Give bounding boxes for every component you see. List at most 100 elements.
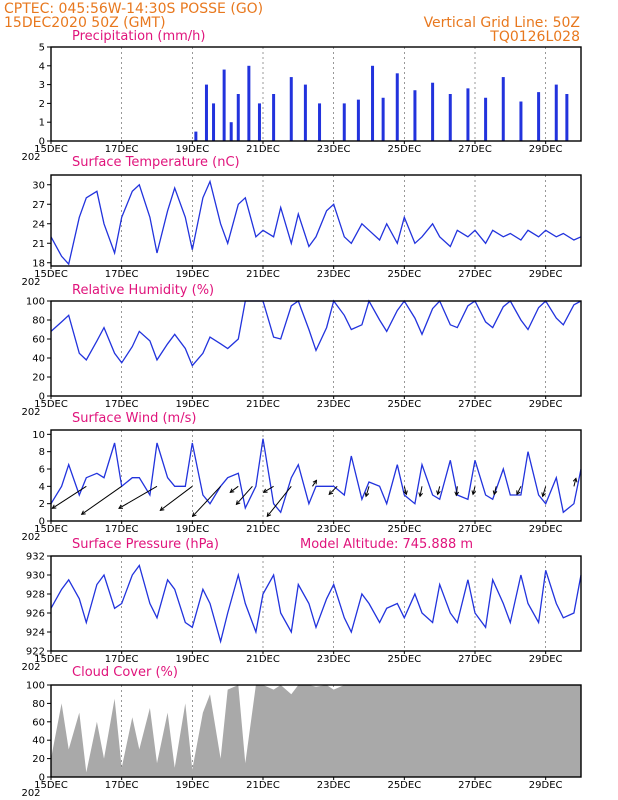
panel-title: Relative Humidity (%)	[72, 283, 214, 298]
panels: 0 1 2 3 4 5 15DEC 17DEC 19DEC 21DEC 23DEC 25DEC 27DE…	[21, 29, 582, 799]
x-tick-label: 17DEC	[105, 780, 139, 791]
panel-title: Surface Wind (m/s)	[72, 411, 196, 426]
x-tick-label: 23DEC	[317, 144, 351, 155]
panel-6: 0 20 40 60 80 100 15DEC 17DEC 19DEC 21DEC 23DEC 25D…	[21, 665, 582, 799]
cloud-cover-area	[51, 685, 581, 777]
wind-arrow	[118, 485, 158, 509]
x-tick-label: 21DEC	[246, 654, 280, 665]
y-tick-label: 100	[26, 681, 45, 692]
precip-bar	[212, 103, 216, 141]
precip-bar	[303, 84, 307, 141]
precip-bar	[236, 94, 240, 141]
header-run-date: 15DEC2020 50Z (GMT)	[4, 15, 166, 31]
wind-arrow-head	[159, 506, 165, 511]
y-tick-label: 4	[39, 482, 45, 493]
y-tick-label: 30	[32, 180, 45, 191]
header-model: TQ0126L028	[489, 29, 580, 45]
wind-arrow-head	[51, 504, 57, 509]
precip-bar	[194, 131, 198, 141]
x-tick-label: 29DEC	[529, 654, 563, 665]
wind-arrow	[419, 486, 423, 497]
panel-frame	[50, 429, 582, 522]
wind-arrow-head	[436, 490, 441, 496]
precip-bar	[519, 101, 523, 141]
y-tick-label: 5	[39, 43, 45, 54]
y-tick-label: 0	[39, 137, 45, 148]
series-line	[50, 564, 582, 645]
x-tick-label: 21DEC	[246, 524, 280, 535]
x-tick-label: 25DEC	[387, 654, 421, 665]
y-tick-label: 60	[32, 717, 45, 728]
x-tick-label: 15DEC	[34, 654, 68, 665]
x-year-label: 202	[21, 407, 40, 418]
wind-arrow	[312, 480, 317, 487]
wind-arrow	[263, 485, 274, 493]
wind-arrow-head	[328, 490, 334, 496]
panel-5: 922 924 926 928 930 932 15DEC 17DEC 19DEC 21DEC 23…	[21, 537, 582, 673]
x-tick-label: 27DEC	[458, 524, 492, 535]
x-tick-label: 21DEC	[246, 144, 280, 155]
panel-title: Surface Pressure (hPa)	[72, 537, 219, 552]
x-tick-label: 15DEC	[34, 144, 68, 155]
y-tick-label: 932	[26, 552, 45, 563]
x-tick-label: 21DEC	[246, 780, 280, 791]
x-tick-label: 29DEC	[529, 269, 563, 280]
precip-bar	[431, 82, 435, 141]
x-tick-label: 23DEC	[317, 524, 351, 535]
precip-bar	[466, 88, 470, 141]
wind-arrow	[266, 486, 292, 517]
precip-bar	[342, 103, 346, 141]
x-tick-label: 29DEC	[529, 524, 563, 535]
x-year-label: 202	[21, 152, 40, 163]
wind-arrow	[365, 486, 370, 497]
series-line	[50, 438, 582, 514]
panel-frame	[50, 46, 582, 142]
panel-4: 0 2 4 6 8 10 15DEC 17DEC 19DEC 21DEC 23DEC 25DEC 27D…	[21, 411, 582, 543]
header-grid-line: Vertical Grid Line: 50Z	[424, 15, 580, 31]
x-tick-label: 23DEC	[317, 399, 351, 410]
y-tick-label: 40	[32, 354, 45, 365]
x-tick-label: 15DEC	[34, 269, 68, 280]
panel-title: Precipitation (mm/h)	[72, 29, 205, 44]
precip-bar	[448, 94, 452, 141]
precip-bar	[289, 77, 293, 141]
y-tick-label: 21	[32, 239, 45, 250]
wind-arrow	[81, 485, 122, 515]
panel-1: 0 1 2 3 4 5 15DEC 17DEC 19DEC 21DEC 23DEC 25DEC 27DE…	[21, 29, 582, 163]
x-tick-label: 25DEC	[387, 399, 421, 410]
x-tick-label: 25DEC	[387, 269, 421, 280]
wind-arrow-head	[312, 479, 318, 485]
x-tick-label: 27DEC	[458, 780, 492, 791]
x-tick-label: 19DEC	[175, 399, 209, 410]
wind-arrow-head	[471, 490, 477, 496]
wind-arrow-head	[262, 488, 268, 493]
x-year-label: 202	[21, 788, 40, 799]
precip-bar	[247, 65, 251, 141]
x-tick-label: 27DEC	[458, 144, 492, 155]
precip-bar	[554, 84, 558, 141]
wind-arrow	[516, 486, 522, 495]
panel-frame	[50, 300, 582, 397]
wind-arrow-head	[492, 490, 498, 496]
wind-arrow	[542, 486, 547, 497]
precip-bar	[501, 77, 505, 141]
wind-arrow	[52, 485, 87, 509]
x-tick-label: 25DEC	[387, 524, 421, 535]
x-tick-label: 27DEC	[458, 269, 492, 280]
y-tick-label: 40	[32, 736, 45, 747]
wind-arrow-head	[118, 504, 124, 509]
precip-bar	[356, 99, 360, 141]
y-tick-label: 0	[39, 517, 45, 528]
x-tick-label: 17DEC	[105, 524, 139, 535]
x-tick-label: 27DEC	[458, 654, 492, 665]
y-tick-label: 27	[32, 200, 45, 211]
precip-bar	[204, 84, 208, 141]
y-tick-label: 18	[32, 258, 45, 269]
x-tick-label: 23DEC	[317, 780, 351, 791]
panel-frame	[50, 555, 582, 652]
panel-title: Cloud Cover (%)	[72, 665, 178, 680]
x-tick-label: 21DEC	[246, 269, 280, 280]
wind-arrow-head	[572, 477, 578, 483]
wind-arrow-head	[454, 491, 460, 497]
